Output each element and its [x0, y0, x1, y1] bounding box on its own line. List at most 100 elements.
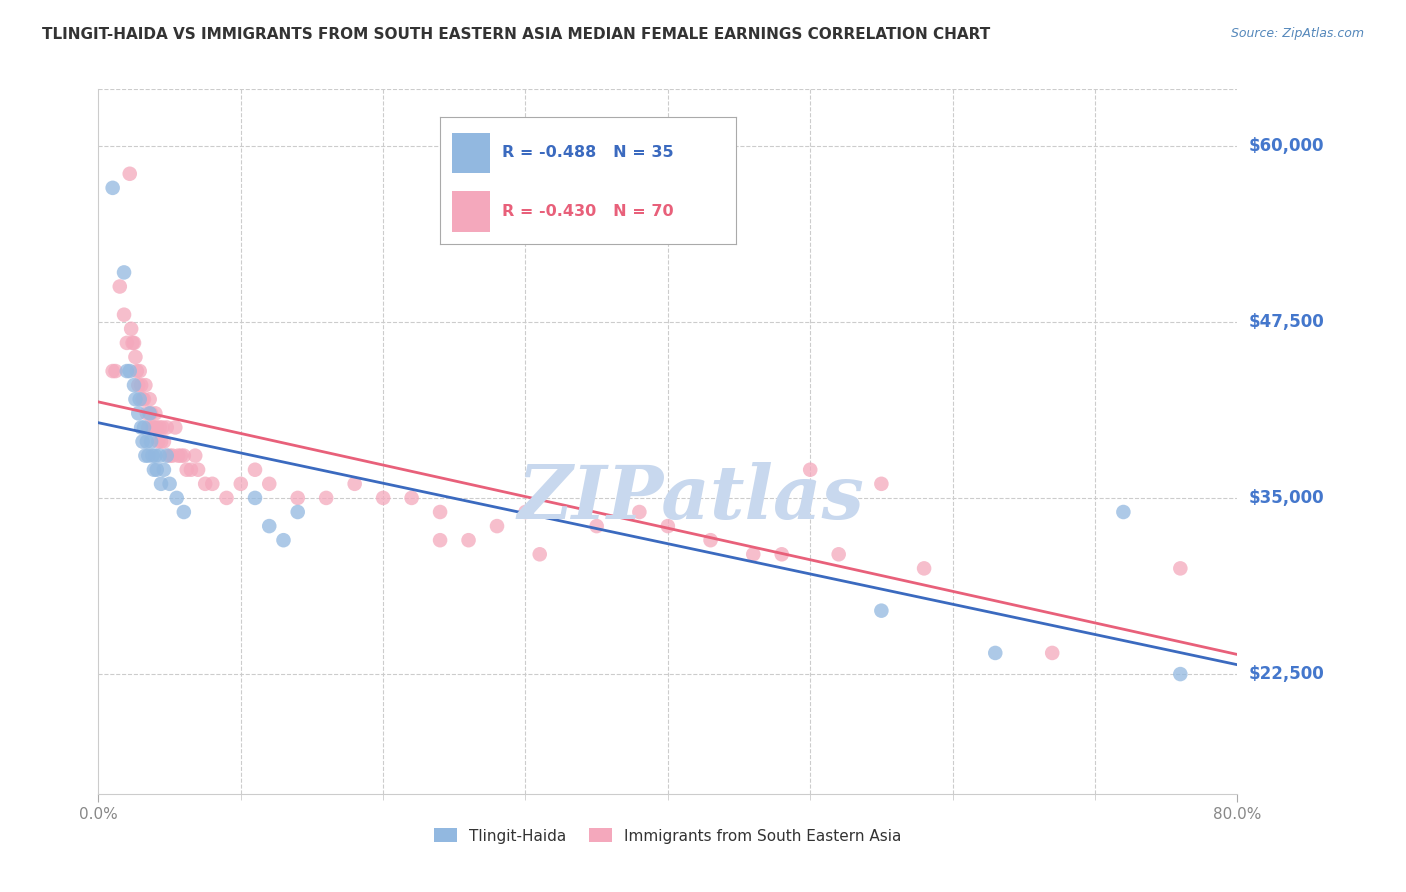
Point — [122, 335, 145, 350]
Legend: Tlingit-Haida, Immigrants from South Eastern Asia: Tlingit-Haida, Immigrants from South Eas… — [427, 822, 908, 850]
Point — [287, 505, 309, 519]
Point — [108, 279, 131, 293]
Point — [142, 420, 165, 434]
Point — [401, 491, 423, 505]
Point — [115, 364, 138, 378]
Text: $60,000: $60,000 — [1249, 136, 1324, 154]
Point — [176, 463, 198, 477]
Point — [129, 420, 152, 434]
Point — [148, 434, 170, 449]
Point — [828, 547, 851, 561]
Point — [529, 547, 551, 561]
Point — [1040, 646, 1063, 660]
Point — [153, 463, 176, 477]
Point — [585, 519, 607, 533]
Point — [128, 364, 150, 378]
Point — [287, 491, 309, 505]
Point — [146, 420, 169, 434]
Point — [912, 561, 935, 575]
Text: $47,500: $47,500 — [1249, 313, 1324, 331]
Point — [112, 308, 135, 322]
Point — [243, 491, 266, 505]
Point — [429, 533, 451, 548]
Point — [156, 420, 179, 434]
Point — [201, 476, 224, 491]
Point — [129, 378, 152, 392]
Point — [628, 505, 651, 519]
Point — [166, 491, 188, 505]
Point — [273, 533, 295, 548]
Point — [131, 392, 153, 407]
Point — [124, 392, 146, 407]
Point — [162, 449, 184, 463]
Point — [165, 420, 187, 434]
Point — [243, 463, 266, 477]
Point — [657, 519, 679, 533]
Point — [170, 449, 193, 463]
Point — [180, 463, 202, 477]
Point — [141, 449, 163, 463]
Point — [149, 420, 172, 434]
Point — [125, 364, 148, 378]
Point — [120, 322, 142, 336]
Point — [145, 406, 167, 420]
Point — [167, 449, 190, 463]
Point — [150, 476, 173, 491]
Point — [136, 449, 159, 463]
Text: Source: ZipAtlas.com: Source: ZipAtlas.com — [1230, 27, 1364, 40]
Text: $35,000: $35,000 — [1249, 489, 1324, 507]
Point — [742, 547, 765, 561]
Point — [259, 519, 281, 533]
Point — [127, 406, 149, 420]
Point — [139, 406, 162, 420]
Point — [984, 646, 1007, 660]
Point — [150, 434, 173, 449]
Point — [184, 449, 207, 463]
Point — [215, 491, 238, 505]
Point — [1112, 505, 1135, 519]
Point — [122, 378, 145, 392]
Point — [457, 533, 479, 548]
Point — [486, 519, 509, 533]
Point — [146, 463, 169, 477]
Point — [104, 364, 127, 378]
Point — [153, 434, 176, 449]
Point — [870, 476, 893, 491]
Point — [1170, 561, 1192, 575]
Point — [112, 265, 135, 279]
Point — [128, 392, 150, 407]
Point — [115, 335, 138, 350]
Point — [127, 378, 149, 392]
Point — [139, 434, 162, 449]
Point — [159, 476, 181, 491]
Point — [770, 547, 793, 561]
Point — [194, 476, 217, 491]
Point — [259, 476, 281, 491]
Point — [131, 434, 153, 449]
Point — [187, 463, 209, 477]
Point — [799, 463, 821, 477]
Point — [141, 420, 163, 434]
Point — [134, 449, 156, 463]
Point — [159, 449, 181, 463]
Point — [699, 533, 721, 548]
Point — [373, 491, 395, 505]
Point — [134, 378, 156, 392]
Point — [145, 449, 167, 463]
Point — [870, 604, 893, 618]
Point — [156, 449, 179, 463]
Point — [138, 406, 160, 420]
Point — [149, 449, 172, 463]
Point — [173, 449, 195, 463]
Point — [118, 167, 141, 181]
Point — [124, 350, 146, 364]
Point — [136, 420, 159, 434]
Point — [135, 434, 157, 449]
Point — [315, 491, 337, 505]
Point — [132, 420, 155, 434]
Point — [101, 364, 124, 378]
Point — [152, 420, 174, 434]
Point — [1170, 667, 1192, 681]
Text: ZIPatlas: ZIPatlas — [517, 462, 865, 534]
Point — [118, 364, 141, 378]
